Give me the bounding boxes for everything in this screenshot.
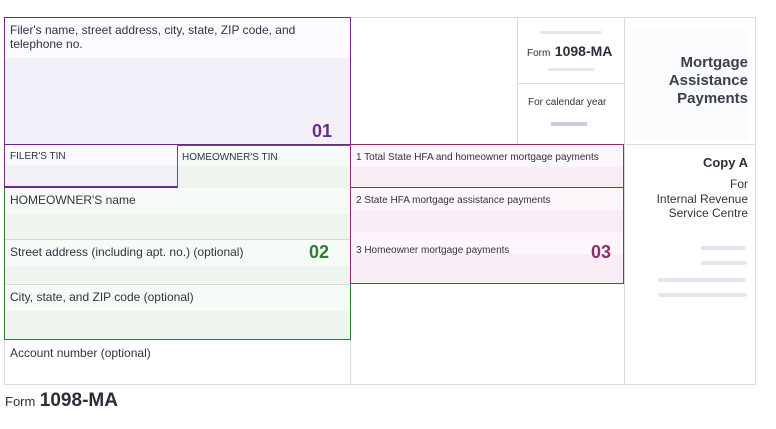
box1-divider bbox=[351, 187, 623, 188]
footer-form-number: 1098-MA bbox=[39, 390, 118, 411]
filer-tin-label: FILER'S TIN bbox=[10, 151, 66, 162]
form-number-placeholder-bottom bbox=[548, 68, 594, 71]
footer-form-prefix: Form bbox=[5, 394, 36, 409]
homeowner-name-field[interactable]: HOMEOWNER'S name bbox=[10, 193, 136, 207]
box1-total-payments[interactable]: 1 Total State HFA and homeowner mortgage… bbox=[356, 152, 599, 163]
footer-form-label: Form 1098-MA bbox=[5, 390, 118, 412]
right-placeholder-line-3 bbox=[658, 278, 746, 282]
filer-address-box[interactable]: Filer's name, street address, city, stat… bbox=[4, 17, 351, 145]
right-placeholder-line-1 bbox=[701, 246, 746, 250]
calendar-divider bbox=[517, 83, 624, 84]
box2-hfa-payments[interactable]: 2 State HFA mortgage assistance payments bbox=[356, 195, 551, 206]
form-prefix: Form bbox=[527, 48, 551, 59]
homeowner-city-strip bbox=[5, 285, 350, 311]
filer-tin-box[interactable]: FILER'S TIN bbox=[4, 145, 178, 188]
form-title: Mortgage Assistance Payments bbox=[668, 54, 748, 107]
box3-homeowner-payments[interactable]: 3 Homeowner mortgage payments bbox=[356, 245, 510, 256]
filer-tin-label-strip bbox=[5, 145, 178, 165]
filer-address-label: Filer's name, street address, city, stat… bbox=[10, 23, 296, 51]
box1-label-strip bbox=[351, 145, 623, 167]
calendar-year-field[interactable] bbox=[551, 122, 587, 126]
box3-label-strip bbox=[351, 232, 623, 254]
region-marker-02: 02 bbox=[309, 242, 330, 262]
form-number: 1098-MA bbox=[554, 43, 613, 59]
region-marker-01: 01 bbox=[312, 121, 333, 141]
box2-label-strip bbox=[351, 188, 623, 210]
payments-block bbox=[350, 144, 624, 284]
homeowner-street-field[interactable]: Street address (including apt. no.) (opt… bbox=[10, 245, 244, 259]
copy-label: Copy A bbox=[702, 155, 748, 170]
homeowner-name-strip bbox=[5, 188, 350, 214]
form-number-label: Form 1098-MA bbox=[527, 43, 612, 61]
homeowner-divider-2 bbox=[5, 284, 350, 285]
title-panel bbox=[632, 30, 748, 140]
homeowner-city-field[interactable]: City, state, and ZIP code (optional) bbox=[10, 290, 194, 304]
for-label: For bbox=[730, 177, 748, 191]
form-number-placeholder-top bbox=[540, 31, 602, 34]
filer-address-label-strip bbox=[5, 18, 350, 58]
column-divider-right bbox=[624, 17, 625, 385]
irs-label: Internal Revenue Service Centre bbox=[656, 192, 748, 220]
form-number-divider bbox=[517, 17, 518, 144]
homeowner-divider-1 bbox=[5, 239, 350, 240]
region-marker-03: 03 bbox=[591, 242, 612, 262]
homeowner-street-strip bbox=[5, 240, 350, 266]
homeowner-tin-label-strip bbox=[178, 146, 350, 166]
homeowner-tin-label: HOMEOWNER'S TIN bbox=[182, 152, 278, 163]
account-number-field[interactable]: Account number (optional) bbox=[10, 346, 151, 360]
homeowner-address-block bbox=[4, 188, 351, 340]
right-placeholder-line-2 bbox=[701, 261, 746, 265]
homeowner-tin-box[interactable]: HOMEOWNER'S TIN bbox=[177, 145, 351, 189]
calendar-year-label: For calendar year bbox=[528, 97, 607, 108]
right-placeholder-line-4 bbox=[658, 293, 746, 297]
